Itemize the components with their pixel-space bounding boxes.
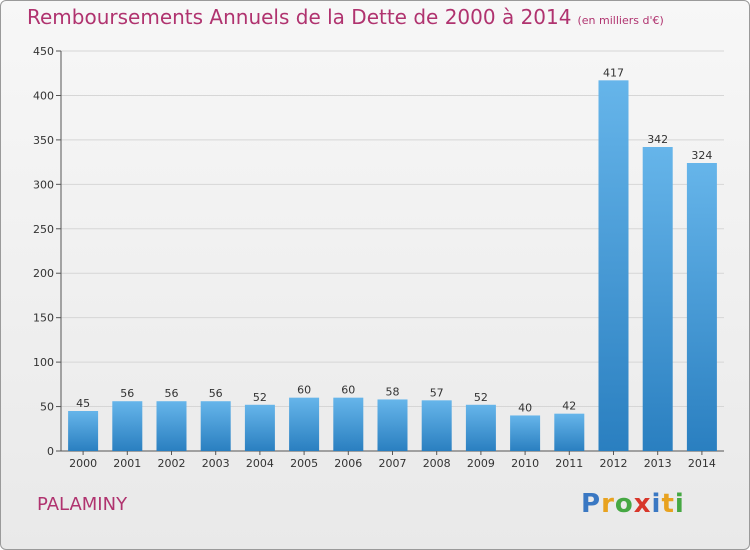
data-label: 57 <box>430 386 444 399</box>
x-tick-label: 2004 <box>246 457 274 470</box>
data-label: 417 <box>603 66 624 79</box>
y-tick-label: 450 <box>33 45 54 58</box>
bar <box>686 163 717 451</box>
bar <box>598 80 629 451</box>
data-label: 52 <box>253 391 267 404</box>
logo-letter: P <box>581 489 602 519</box>
x-tick-label: 2008 <box>423 457 451 470</box>
logo-letter: i <box>674 489 685 519</box>
data-label: 56 <box>209 387 223 400</box>
bar <box>200 401 231 451</box>
data-label: 342 <box>647 133 668 146</box>
data-label: 60 <box>341 384 355 397</box>
bar <box>156 401 187 451</box>
y-tick-label: 250 <box>33 223 54 236</box>
logo-letter: x <box>633 489 652 519</box>
x-tick-label: 2009 <box>467 457 495 470</box>
data-label: 58 <box>386 385 400 398</box>
data-label: 52 <box>474 391 488 404</box>
logo-letter: i <box>651 489 662 519</box>
y-tick-label: 200 <box>33 267 54 280</box>
bar <box>333 397 364 451</box>
bar <box>554 413 585 451</box>
x-tick-label: 2011 <box>555 457 583 470</box>
x-tick-label: 2014 <box>688 457 716 470</box>
x-tick-label: 2000 <box>69 457 97 470</box>
x-tick-label: 2001 <box>113 457 141 470</box>
chart-title: Remboursements Annuels de la Dette de 20… <box>27 5 664 29</box>
y-tick-label: 150 <box>33 312 54 325</box>
bar <box>421 400 452 451</box>
x-tick-label: 2007 <box>379 457 407 470</box>
chart-subtitle: (en milliers d'€) <box>577 14 664 27</box>
bar <box>289 397 320 451</box>
x-tick-label: 2013 <box>644 457 672 470</box>
bar <box>377 399 408 451</box>
bar <box>68 411 99 451</box>
data-label: 40 <box>518 401 532 414</box>
x-tick-label: 2010 <box>511 457 539 470</box>
y-tick-label: 100 <box>33 356 54 369</box>
logo-letter: r <box>601 489 615 519</box>
bar <box>112 401 143 451</box>
x-tick-label: 2002 <box>158 457 186 470</box>
proxiti-logo: Proxiti <box>581 489 685 519</box>
y-tick-label: 350 <box>33 134 54 147</box>
y-tick-label: 400 <box>33 89 54 102</box>
y-tick-label: 50 <box>40 401 54 414</box>
chart-title-text: Remboursements Annuels de la Dette de 20… <box>27 5 572 29</box>
y-tick-label: 0 <box>47 445 54 458</box>
logo-letter: t <box>661 489 675 519</box>
bar <box>510 415 541 451</box>
x-tick-label: 2006 <box>334 457 362 470</box>
data-label: 56 <box>120 387 134 400</box>
data-label: 45 <box>76 397 90 410</box>
commune-name: PALAMINY <box>37 494 128 515</box>
bar <box>465 404 496 451</box>
x-tick-label: 2003 <box>202 457 230 470</box>
data-label: 56 <box>165 387 179 400</box>
bar <box>244 404 275 451</box>
logo-letter: o <box>614 489 634 519</box>
data-label: 324 <box>691 149 712 162</box>
x-tick-label: 2005 <box>290 457 318 470</box>
bar <box>642 147 673 451</box>
data-label: 42 <box>562 400 576 413</box>
data-label: 60 <box>297 384 311 397</box>
y-tick-label: 300 <box>33 178 54 191</box>
x-tick-label: 2012 <box>600 457 628 470</box>
